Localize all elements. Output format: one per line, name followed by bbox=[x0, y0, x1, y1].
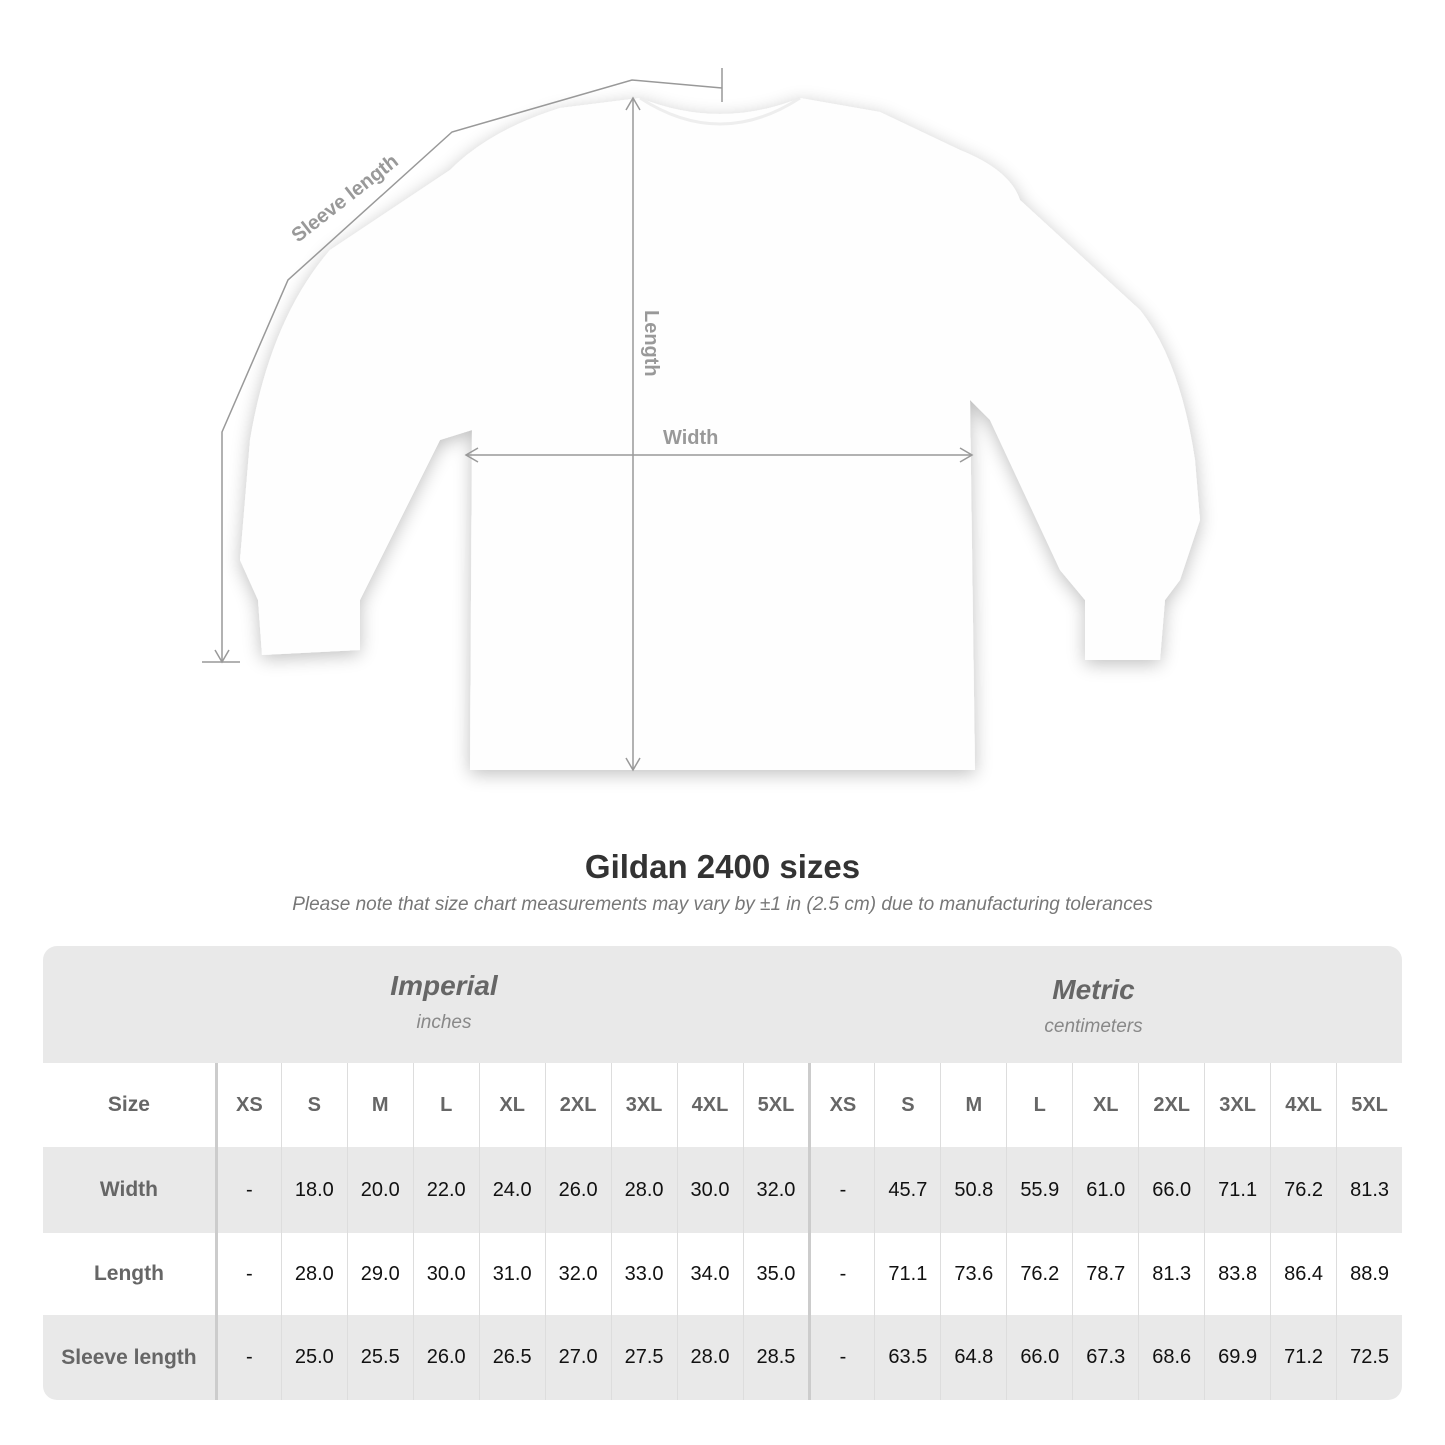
row-label: Length bbox=[93, 1262, 164, 1285]
imperial-value-cell: 27.0 bbox=[544, 1315, 611, 1400]
imperial-value-cell: 18.0 bbox=[280, 1147, 347, 1233]
metric-value-cell: - bbox=[808, 1147, 874, 1233]
size-header-row: Size XS S M L XL 2XL 3XL 4XL 5XL XS S M L XL 2XL 3XL 4XL 5… bbox=[43, 1063, 1402, 1147]
imperial-value-cell: 28.0 bbox=[676, 1315, 743, 1400]
metric-value-cell: 45.7 bbox=[874, 1147, 940, 1233]
imperial-value-cell: 33.0 bbox=[610, 1233, 677, 1315]
imperial-size-l: L bbox=[412, 1063, 479, 1147]
table-row: Width -18.0 20.0 22.0 24.0 26.0 28.0 30.0 32.0-4… bbox=[43, 1147, 1402, 1233]
metric-size-2xl: 2XL bbox=[1138, 1063, 1204, 1147]
metric-title: Metric bbox=[1052, 974, 1135, 1005]
imperial-header: Imperial inches bbox=[215, 970, 673, 1034]
metric-value-cell: 67.3 bbox=[1072, 1315, 1138, 1400]
imperial-value-cell: 24.0 bbox=[478, 1147, 545, 1233]
metric-value-cell: 73.6 bbox=[940, 1233, 1006, 1315]
metric-size-xl: XL bbox=[1072, 1063, 1138, 1147]
imperial-size-3xl: 3XL bbox=[610, 1063, 677, 1147]
metric-size-l: L bbox=[1006, 1063, 1072, 1147]
imperial-size-m: M bbox=[346, 1063, 413, 1147]
metric-value-cell: 66.0 bbox=[1138, 1147, 1204, 1233]
imperial-value-cell: 25.0 bbox=[280, 1315, 347, 1400]
table-row: Sleeve length -25.0 25.5 26.0 26.5 27.0 27.5 28… bbox=[43, 1315, 1402, 1400]
size-table: Imperial inches Metric centimeters Size X… bbox=[43, 946, 1402, 1400]
imperial-value-cell: 31.0 bbox=[478, 1233, 545, 1315]
width-label: Width bbox=[663, 427, 718, 449]
imperial-unit: inches bbox=[416, 1012, 472, 1033]
shirt-body bbox=[240, 98, 1200, 770]
imperial-value-cell: 26.5 bbox=[478, 1315, 545, 1400]
imperial-value-cell: 25.5 bbox=[346, 1315, 413, 1400]
measurement-lines bbox=[202, 68, 974, 772]
imperial-value-cell: 34.0 bbox=[676, 1233, 743, 1315]
imperial-value-cell: 29.0 bbox=[346, 1233, 413, 1315]
row-label: Sleeve length bbox=[61, 1345, 197, 1369]
imperial-value-cell: 28.0 bbox=[280, 1233, 347, 1315]
metric-value-cell: 50.8 bbox=[940, 1147, 1006, 1233]
metric-size-5xl: 5XL bbox=[1336, 1063, 1402, 1147]
metric-value-cell: 86.4 bbox=[1270, 1233, 1336, 1315]
imperial-value-cell: 22.0 bbox=[412, 1147, 479, 1233]
metric-value-cell: 61.0 bbox=[1072, 1147, 1138, 1233]
size-header-label: Size bbox=[107, 1093, 150, 1116]
imperial-value-cell: 35.0 bbox=[742, 1233, 809, 1315]
metric-size-3xl: 3XL bbox=[1204, 1063, 1270, 1147]
imperial-value-cell: - bbox=[214, 1147, 281, 1233]
metric-header: Metric centimeters bbox=[809, 974, 1378, 1038]
metric-size-m: M bbox=[940, 1063, 1006, 1147]
imperial-value-cell: 26.0 bbox=[544, 1147, 611, 1233]
row-label: Width bbox=[99, 1178, 158, 1201]
metric-size-4xl: 4XL bbox=[1270, 1063, 1336, 1147]
sleeve-length-line bbox=[221, 79, 723, 662]
imperial-value-cell: 20.0 bbox=[346, 1147, 413, 1233]
metric-value-cell: 81.3 bbox=[1336, 1147, 1402, 1233]
imperial-size-4xl: 4XL bbox=[676, 1063, 743, 1147]
imperial-title: Imperial bbox=[390, 970, 498, 1001]
imperial-size-s: S bbox=[280, 1063, 347, 1147]
metric-value-cell: 78.7 bbox=[1072, 1233, 1138, 1315]
table-header-band bbox=[43, 946, 1402, 1063]
metric-value-cell: 71.2 bbox=[1270, 1315, 1336, 1400]
imperial-value-cell: - bbox=[214, 1315, 281, 1400]
metric-size-xs: XS bbox=[808, 1063, 874, 1147]
metric-value-cell: 71.1 bbox=[1204, 1147, 1270, 1233]
metric-value-cell: - bbox=[808, 1315, 874, 1400]
imperial-size-xs: XS bbox=[214, 1063, 281, 1147]
imperial-value-cell: 32.0 bbox=[544, 1233, 611, 1315]
imperial-value-cell: 28.0 bbox=[610, 1147, 677, 1233]
imperial-size-2xl: 2XL bbox=[544, 1063, 611, 1147]
metric-value-cell: 81.3 bbox=[1138, 1233, 1204, 1315]
metric-value-cell: 76.2 bbox=[1270, 1147, 1336, 1233]
metric-value-cell: 66.0 bbox=[1006, 1315, 1072, 1400]
metric-value-cell: 69.9 bbox=[1204, 1315, 1270, 1400]
metric-value-cell: 76.2 bbox=[1006, 1233, 1072, 1315]
imperial-size-xl: XL bbox=[478, 1063, 545, 1147]
metric-value-cell: 72.5 bbox=[1336, 1315, 1402, 1400]
imperial-value-cell: - bbox=[214, 1233, 281, 1315]
metric-size-s: S bbox=[874, 1063, 940, 1147]
metric-value-cell: 68.6 bbox=[1138, 1315, 1204, 1400]
imperial-value-cell: 30.0 bbox=[676, 1147, 743, 1233]
shirt-diagram: Sleeve length Length Width bbox=[202, 68, 1200, 772]
collar bbox=[639, 96, 801, 126]
metric-unit: centimeters bbox=[1044, 1016, 1143, 1037]
metric-value-cell: 64.8 bbox=[940, 1315, 1006, 1400]
imperial-value-cell: 30.0 bbox=[412, 1233, 479, 1315]
imperial-value-cell: 27.5 bbox=[610, 1315, 677, 1400]
metric-value-cell: 83.8 bbox=[1204, 1233, 1270, 1315]
metric-value-cell: - bbox=[808, 1233, 874, 1315]
length-label: Length bbox=[640, 310, 662, 377]
metric-value-cell: 63.5 bbox=[874, 1315, 940, 1400]
table-row: Length -28.0 29.0 30.0 31.0 32.0 33.0 34.0 35.0-… bbox=[43, 1233, 1402, 1315]
page-title: Gildan 2400 sizes bbox=[584, 848, 861, 885]
metric-value-cell: 55.9 bbox=[1006, 1147, 1072, 1233]
metric-value-cell: 71.1 bbox=[874, 1233, 940, 1315]
imperial-value-cell: 28.5 bbox=[742, 1315, 809, 1400]
imperial-value-cell: 32.0 bbox=[742, 1147, 809, 1233]
tolerance-note: Please note that size chart measurements… bbox=[292, 894, 1153, 915]
imperial-value-cell: 26.0 bbox=[412, 1315, 479, 1400]
metric-value-cell: 88.9 bbox=[1336, 1233, 1402, 1315]
imperial-size-5xl: 5XL bbox=[742, 1063, 809, 1147]
